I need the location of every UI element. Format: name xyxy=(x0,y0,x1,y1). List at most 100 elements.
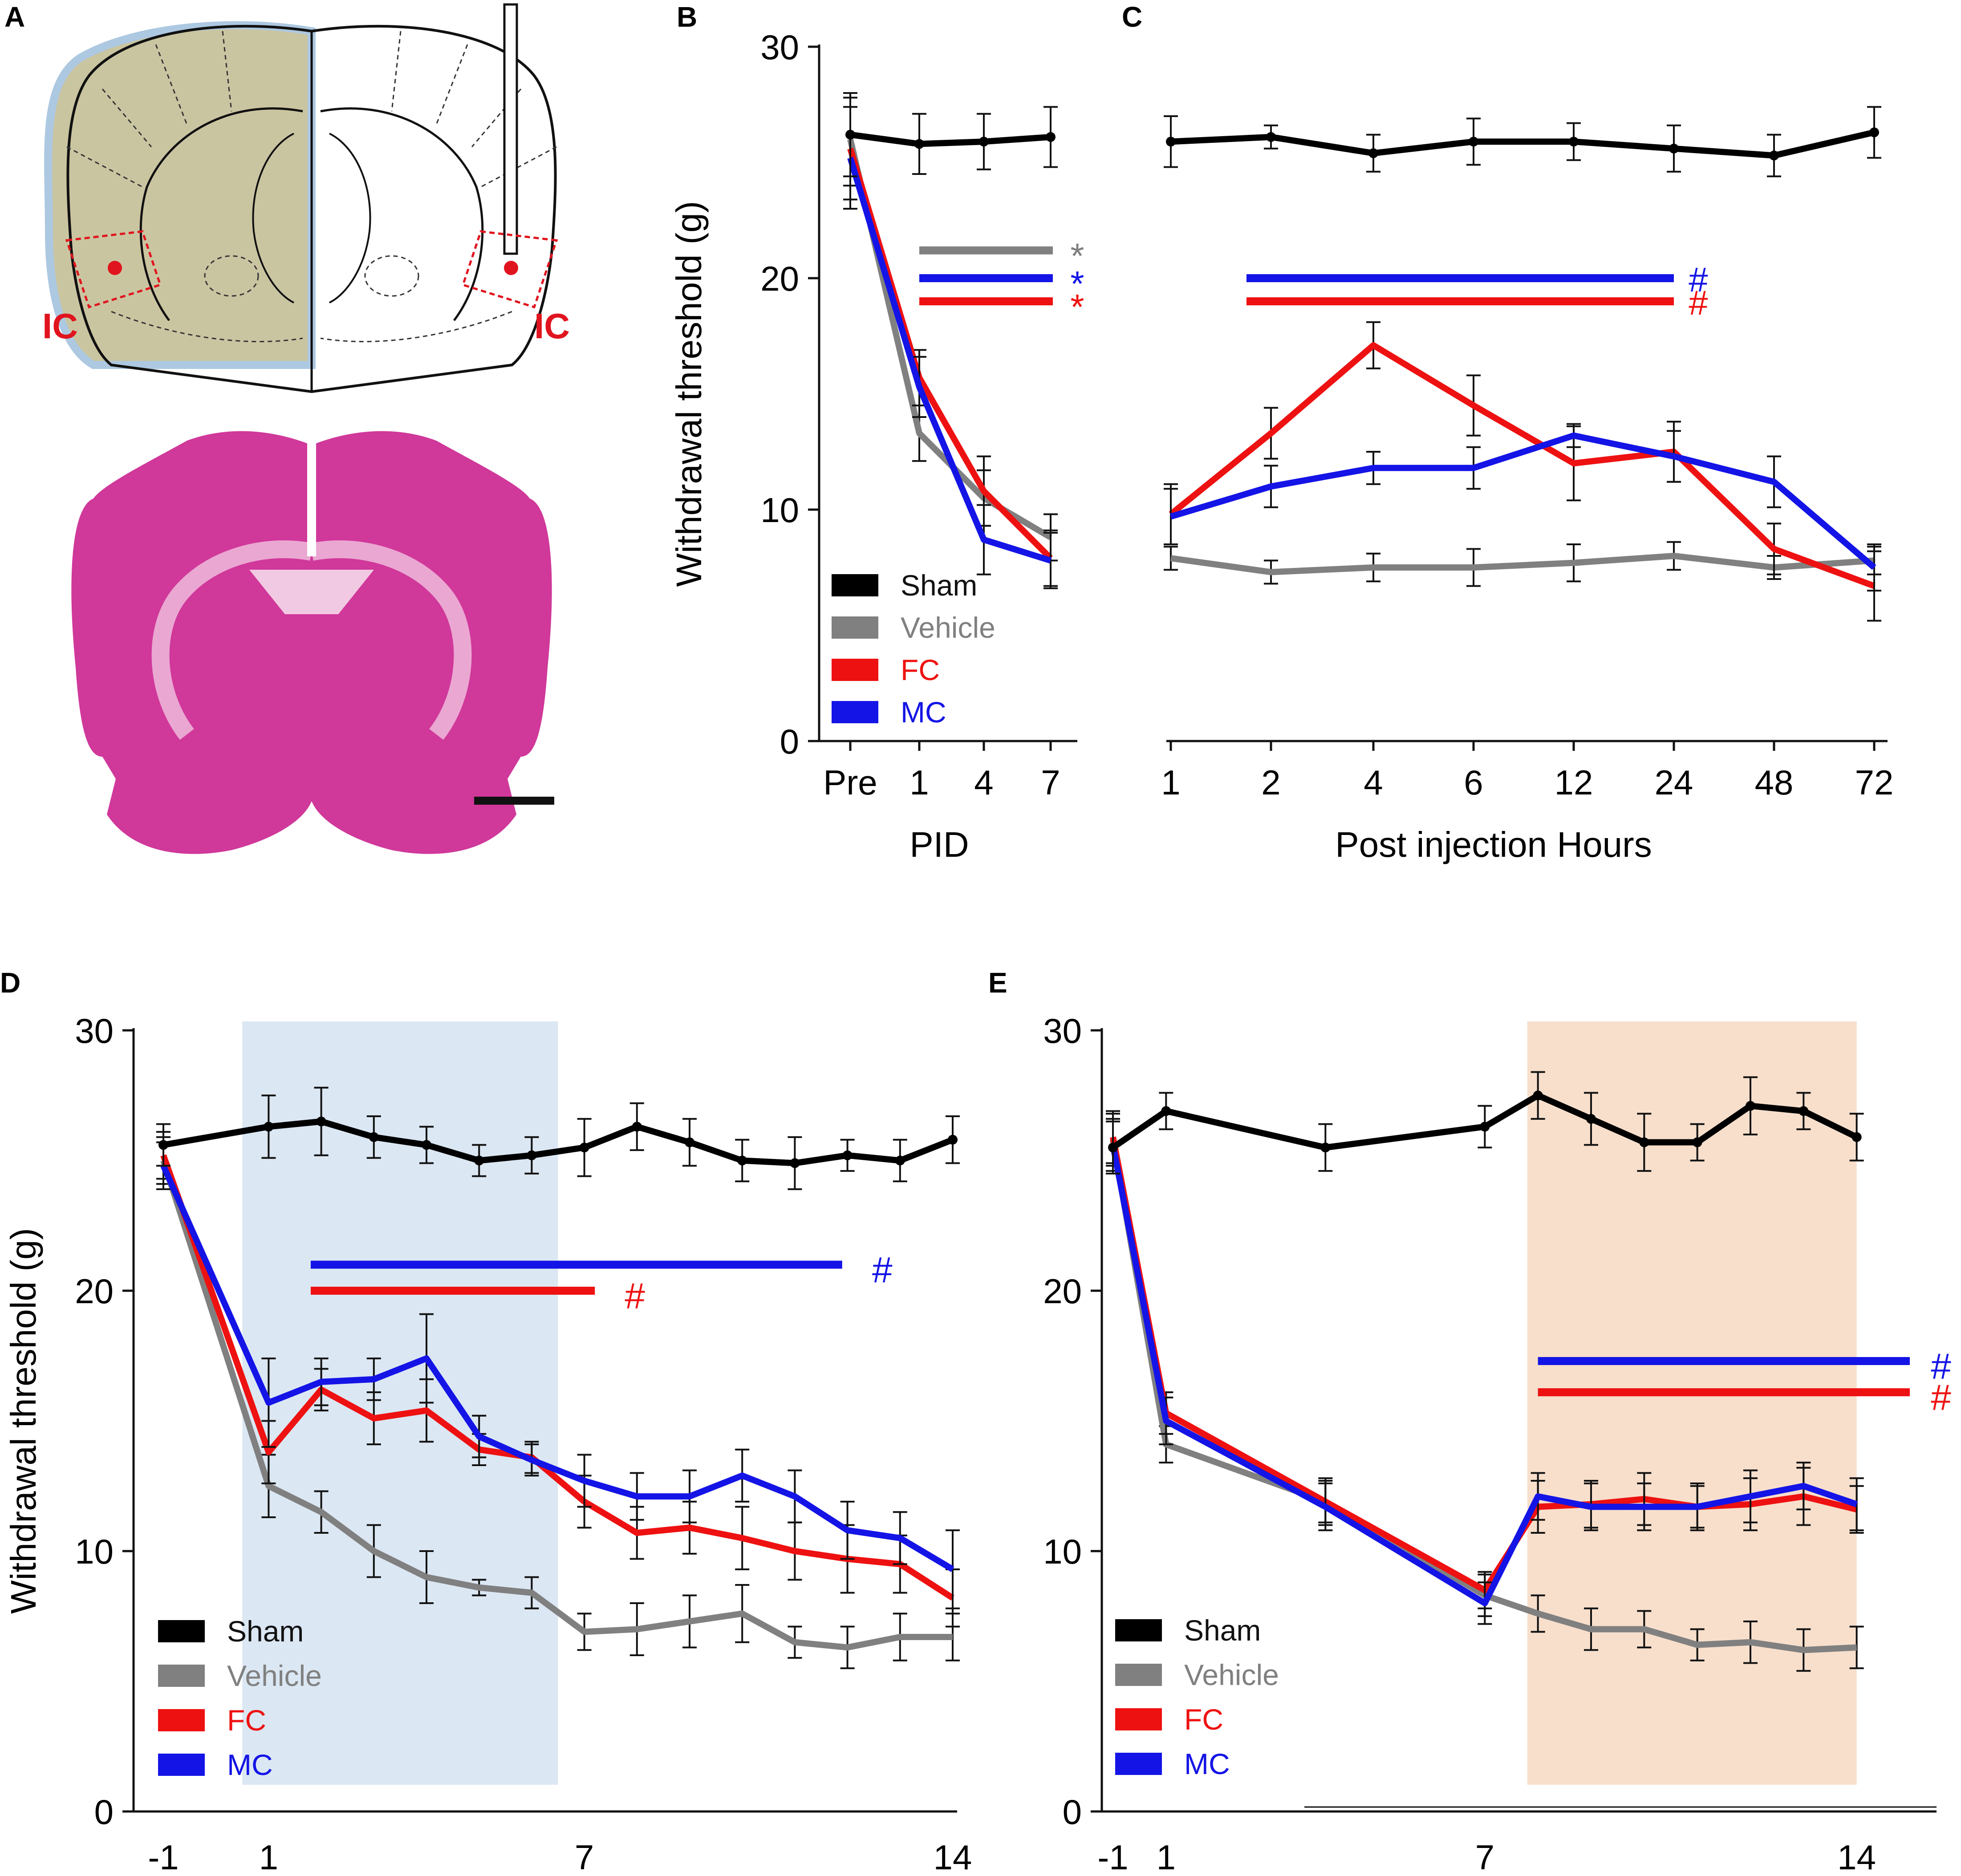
histology-white-matter xyxy=(151,540,472,740)
chart-e-xtick-label-14: 14 xyxy=(1837,1838,1876,1876)
chart-c-point-sham-5 xyxy=(1669,143,1679,154)
chart-b-series-mc xyxy=(843,106,1058,589)
panel-label-e: E xyxy=(988,967,1007,999)
chart-c-line-mc xyxy=(1169,432,1876,570)
chart-b-legend-label-sham: Sham xyxy=(901,569,977,602)
chart-b-legend-swatch-sham xyxy=(832,574,878,596)
chart-d-point-sham-3 xyxy=(369,1132,379,1142)
chart-b-legend-label-vehicle: Vehicle xyxy=(901,611,995,644)
chart-d-legend-label-fc: FC xyxy=(227,1704,266,1737)
chart-e-sig-symbol-fc: # xyxy=(1931,1378,1951,1418)
chart-d-legend-swatch-mc xyxy=(158,1754,205,1776)
chart-d-group: 0 10 20 30 Withdrawal threshold (g) -1 1 7 14 # # S… xyxy=(4,1011,972,1876)
chart-c-xtick-label-72: 72 xyxy=(1855,763,1894,802)
region-boundaries xyxy=(66,31,557,342)
chart-e-shaded-region xyxy=(1527,1021,1857,1785)
chart-d-axes: 0 10 20 30 xyxy=(75,1011,957,1831)
chart-b-legend: Sham Vehicle FC MC xyxy=(832,569,995,729)
chart-d-point-sham-1 xyxy=(264,1122,274,1132)
chart-b-line-sham xyxy=(850,131,1051,147)
chart-c-point-sham-3 xyxy=(1469,137,1478,147)
chart-c-series-sham xyxy=(1164,106,1881,178)
chart-e-group: 0 10 20 30 -1 1 7 14 ## Sham Vehicle FC MC xyxy=(1043,1011,1951,1876)
chart-d-point-sham-4 xyxy=(422,1140,431,1150)
chart-e-point-sham-7 xyxy=(1692,1137,1702,1147)
chart-c-xtick-label-2: 2 xyxy=(1261,763,1280,802)
chart-c-series-mc xyxy=(1164,423,1881,592)
brain-schematic: IC IC xyxy=(42,3,570,393)
chart-c-point-sham-6 xyxy=(1769,150,1779,161)
chart-b-point-sham-3 xyxy=(1046,132,1056,142)
chart-b-xtick-label-4: 4 xyxy=(974,763,993,802)
chart-d-ylabel: Withdrawal threshold (g) xyxy=(4,1228,43,1614)
chart-e-line-mc xyxy=(1110,1144,1858,1606)
histology-section xyxy=(71,431,554,854)
panel-label-c: C xyxy=(1122,1,1142,33)
ventricle-left xyxy=(252,133,294,304)
chart-e-legend-swatch-sham xyxy=(1115,1619,1162,1641)
chart-d-legend-swatch-fc xyxy=(158,1709,205,1731)
chart-b-legend-label-fc: FC xyxy=(901,653,940,686)
chart-b-sig-symbol-mc: * xyxy=(1070,264,1084,304)
ic-dot-right xyxy=(504,261,518,275)
chart-c-line-vehicle xyxy=(1170,553,1875,575)
chart-e-xtick-label-7: 7 xyxy=(1475,1838,1494,1876)
chart-b-xtick-label-1: 1 xyxy=(909,763,929,802)
chart-b-legend-label-mc: MC xyxy=(901,696,946,729)
chart-b-point-sham-2 xyxy=(979,137,989,147)
chart-c-xtick-label-12: 12 xyxy=(1555,763,1593,802)
chart-d-legend-swatch-sham xyxy=(158,1620,205,1642)
chart-d-xtick-label--1: -1 xyxy=(148,1838,179,1876)
chart-b-series-vehicle xyxy=(843,92,1058,562)
chart-d-point-sham-0 xyxy=(158,1140,168,1150)
chart-e-ytick-label-0: 0 xyxy=(1063,1792,1082,1831)
chart-e-point-sham-8 xyxy=(1746,1101,1755,1111)
chart-b-ytick-label-0: 0 xyxy=(780,722,799,761)
chart-e-legend-label-vehicle: Vehicle xyxy=(1184,1658,1279,1691)
cortex-inner-left xyxy=(139,107,303,321)
chart-d-series-sham xyxy=(156,1086,960,1190)
panel-label-b: B xyxy=(677,1,697,33)
histology-corpus-callosum xyxy=(249,570,374,614)
chart-c-xtick-label-6: 6 xyxy=(1464,763,1483,802)
chart-d-line-vehicle xyxy=(160,1159,953,1651)
histology-tissue xyxy=(71,431,552,854)
chart-d-legend-swatch-vehicle xyxy=(158,1665,205,1687)
chart-d-ytick-label-20: 20 xyxy=(75,1272,114,1311)
chart-d-point-sham-10 xyxy=(737,1155,747,1166)
chart-e-line-vehicle xyxy=(1110,1139,1857,1653)
chart-c-line-sham xyxy=(1170,129,1875,159)
chart-d-point-sham-12 xyxy=(842,1150,853,1160)
chart-d-point-sham-13 xyxy=(895,1155,905,1166)
chart-d-xtick-label-7: 7 xyxy=(575,1838,594,1876)
cortex-inner-right xyxy=(320,107,484,321)
chart-d-xtick-label-1: 1 xyxy=(259,1838,278,1876)
chart-d-ytick-label-0: 0 xyxy=(94,1792,114,1831)
chart-e-point-sham-5 xyxy=(1586,1114,1596,1124)
chart-b-series-fc xyxy=(843,97,1058,587)
chart-d-sig-symbol-fc: # xyxy=(625,1276,645,1317)
chart-e-point-sham-2 xyxy=(1320,1143,1331,1153)
chart-b-xlabel: PID xyxy=(909,825,969,864)
chart-d-point-sham-14 xyxy=(948,1135,958,1145)
chart-e-point-sham-0 xyxy=(1108,1143,1118,1153)
chart-b-legend-swatch-mc xyxy=(832,701,878,723)
chart-e-ytick-label-10: 10 xyxy=(1043,1532,1082,1571)
chart-b-series-sham xyxy=(843,92,1058,178)
chart-e-legend-label-fc: FC xyxy=(1184,1703,1223,1736)
chart-d-point-sham-11 xyxy=(790,1158,800,1168)
chart-c-sig-symbol-fc: # xyxy=(1689,283,1708,322)
chart-d-point-sham-2 xyxy=(316,1116,326,1126)
chart-d-line-mc xyxy=(160,1164,954,1572)
chart-b-ytick-label-20: 20 xyxy=(760,259,799,298)
scale-bar xyxy=(474,797,554,805)
chart-e-ytick-label-20: 20 xyxy=(1043,1272,1082,1311)
chart-c-xlabel: Post injection Hours xyxy=(1335,825,1652,864)
chart-d-ytick-label-30: 30 xyxy=(75,1011,114,1050)
chart-e-legend-swatch-fc xyxy=(1115,1708,1162,1730)
chart-d-ytick-label-10: 10 xyxy=(75,1532,114,1571)
chart-b-line-fc xyxy=(847,147,1053,561)
chart-d-legend-label-sham: Sham xyxy=(227,1615,304,1648)
ic-label-right: IC xyxy=(534,306,570,346)
